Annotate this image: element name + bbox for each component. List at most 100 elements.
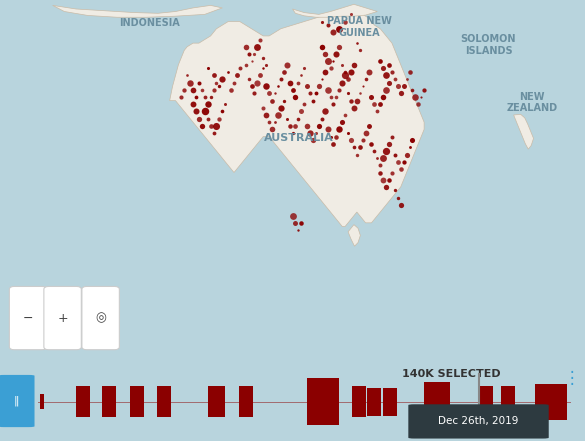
Point bbox=[417, 93, 426, 101]
Point bbox=[267, 126, 277, 133]
Polygon shape bbox=[170, 11, 424, 226]
Point bbox=[223, 68, 233, 75]
Point bbox=[188, 101, 198, 108]
Point bbox=[329, 101, 338, 108]
Point bbox=[396, 165, 405, 172]
Point bbox=[346, 137, 356, 144]
Point bbox=[370, 147, 379, 154]
Point bbox=[200, 93, 209, 101]
Point bbox=[329, 58, 338, 65]
Point bbox=[261, 83, 271, 90]
Point bbox=[393, 83, 402, 90]
Point bbox=[200, 108, 209, 115]
Point bbox=[256, 72, 265, 79]
Point bbox=[396, 202, 405, 209]
Point bbox=[332, 93, 341, 101]
Point bbox=[340, 72, 350, 79]
Point bbox=[194, 115, 204, 122]
Text: ‖: ‖ bbox=[13, 396, 19, 406]
Point bbox=[387, 68, 397, 75]
Point bbox=[235, 65, 245, 72]
Point bbox=[405, 144, 414, 151]
Point bbox=[387, 133, 397, 140]
Point bbox=[291, 122, 300, 129]
Point bbox=[381, 147, 391, 154]
Point bbox=[399, 83, 408, 90]
Point bbox=[218, 75, 227, 82]
Text: PAPUA NEW
GUINEA: PAPUA NEW GUINEA bbox=[328, 16, 392, 38]
Point bbox=[261, 112, 271, 119]
Point bbox=[218, 108, 227, 115]
Point bbox=[288, 130, 297, 137]
Point bbox=[376, 169, 385, 176]
Polygon shape bbox=[514, 114, 534, 149]
Point bbox=[370, 101, 379, 108]
Point bbox=[314, 83, 324, 90]
Point bbox=[346, 68, 356, 75]
Point bbox=[343, 130, 353, 137]
Point bbox=[335, 43, 344, 50]
Polygon shape bbox=[292, 4, 377, 17]
Bar bbox=[307, 378, 339, 426]
Point bbox=[355, 90, 364, 97]
Point bbox=[378, 93, 388, 101]
Point bbox=[276, 75, 285, 82]
Point bbox=[411, 93, 420, 101]
Point bbox=[308, 97, 318, 104]
FancyBboxPatch shape bbox=[408, 404, 549, 438]
Point bbox=[393, 194, 402, 201]
Point bbox=[419, 86, 429, 93]
Bar bbox=[239, 386, 253, 417]
Point bbox=[335, 86, 344, 93]
FancyBboxPatch shape bbox=[82, 287, 119, 350]
Point bbox=[355, 47, 364, 54]
Point bbox=[291, 93, 300, 101]
Point bbox=[408, 86, 417, 93]
Point bbox=[378, 65, 388, 72]
Bar bbox=[424, 382, 450, 422]
Point bbox=[390, 151, 400, 158]
Point bbox=[376, 58, 385, 65]
Text: SOLOMON
ISLANDS: SOLOMON ISLANDS bbox=[461, 34, 516, 56]
Point bbox=[323, 126, 332, 133]
Point bbox=[396, 90, 405, 97]
Point bbox=[323, 58, 332, 65]
Bar bbox=[157, 386, 171, 417]
Bar bbox=[367, 388, 381, 416]
Point bbox=[402, 151, 411, 158]
Point bbox=[414, 101, 423, 108]
Bar bbox=[40, 395, 44, 409]
Point bbox=[326, 93, 335, 101]
Point bbox=[285, 79, 294, 86]
Point bbox=[197, 122, 207, 129]
Point bbox=[264, 119, 274, 126]
Point bbox=[373, 108, 382, 115]
Point bbox=[300, 101, 309, 108]
Point bbox=[302, 122, 312, 129]
Point bbox=[279, 97, 288, 104]
Point bbox=[197, 86, 207, 93]
Point bbox=[338, 79, 347, 86]
Bar bbox=[208, 386, 225, 417]
Bar bbox=[76, 386, 90, 417]
Point bbox=[332, 50, 341, 57]
Point bbox=[317, 43, 326, 50]
Point bbox=[300, 65, 309, 72]
Point bbox=[338, 61, 347, 68]
Text: AUSTRALIA: AUSTRALIA bbox=[263, 133, 333, 143]
Point bbox=[247, 58, 256, 65]
Point bbox=[191, 108, 201, 115]
Point bbox=[343, 75, 353, 82]
Point bbox=[267, 97, 277, 104]
Point bbox=[338, 119, 347, 126]
Point bbox=[387, 169, 397, 176]
Text: 140K SELECTED: 140K SELECTED bbox=[401, 369, 500, 379]
Point bbox=[390, 75, 400, 82]
Point bbox=[177, 93, 186, 101]
Point bbox=[376, 101, 385, 108]
Point bbox=[288, 212, 297, 219]
Point bbox=[364, 68, 373, 75]
Point bbox=[206, 122, 215, 129]
Point bbox=[308, 137, 318, 144]
Point bbox=[335, 25, 344, 32]
